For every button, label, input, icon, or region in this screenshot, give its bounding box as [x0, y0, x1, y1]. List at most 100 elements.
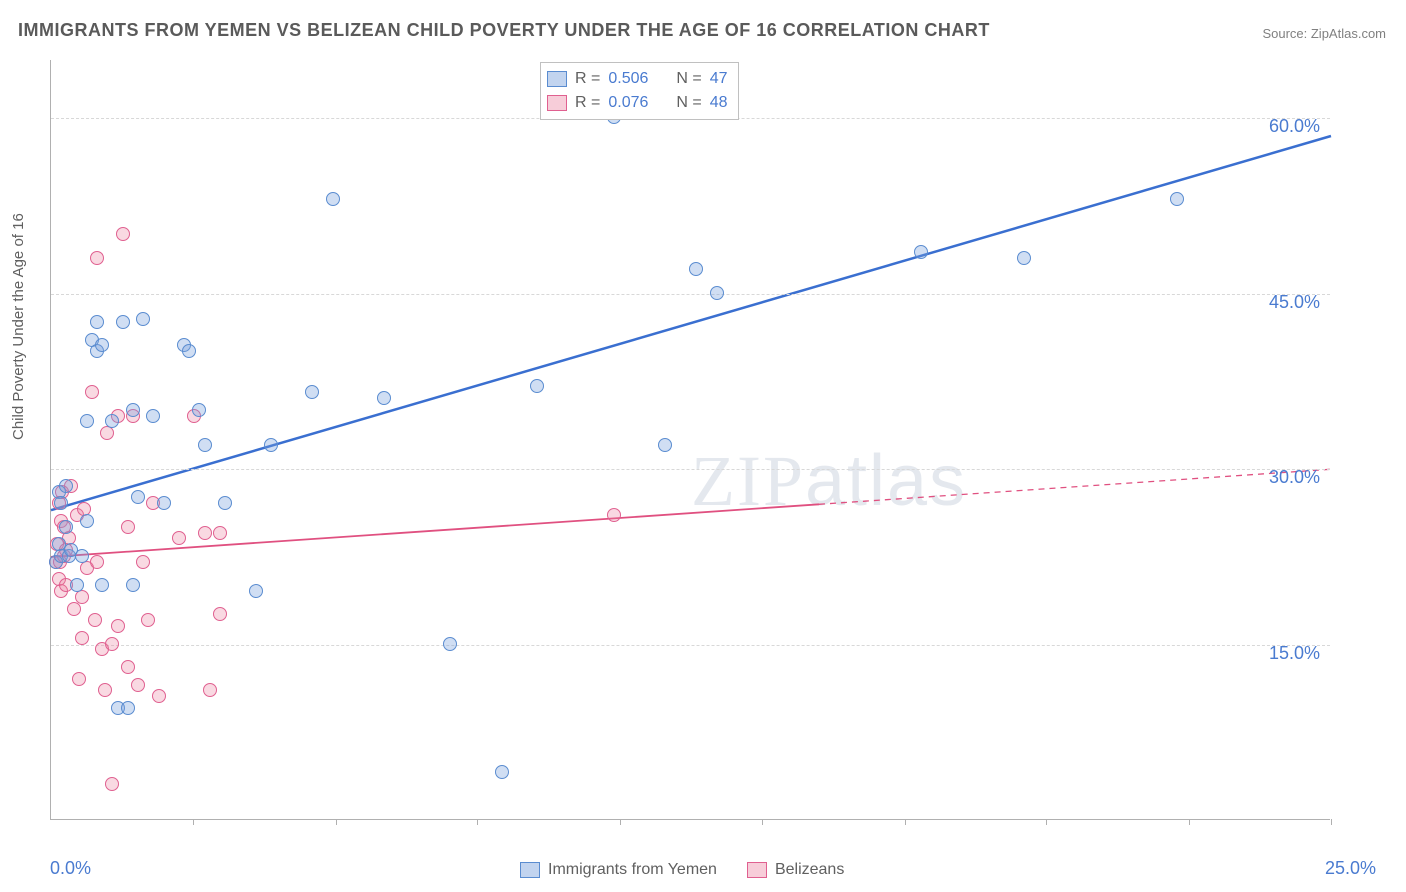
data-point — [249, 584, 263, 598]
data-point — [75, 549, 89, 563]
gridline — [51, 294, 1330, 295]
data-point — [116, 227, 130, 241]
data-point — [136, 312, 150, 326]
legend-item-belize: Belizeans — [747, 861, 844, 879]
r-value-yemen: 0.506 — [608, 70, 648, 88]
data-point — [85, 385, 99, 399]
data-point — [218, 496, 232, 510]
data-point — [198, 526, 212, 540]
data-point — [90, 315, 104, 329]
data-point — [326, 192, 340, 206]
data-point — [607, 508, 621, 522]
data-point — [182, 344, 196, 358]
data-point — [203, 683, 217, 697]
data-point — [88, 613, 102, 627]
data-point — [111, 619, 125, 633]
trend-lines — [51, 60, 1331, 820]
data-point — [136, 555, 150, 569]
r-value-belize: 0.076 — [608, 94, 648, 112]
data-point — [305, 385, 319, 399]
x-tick — [477, 819, 478, 825]
n-label: N = — [676, 70, 701, 88]
n-value-belize: 48 — [710, 94, 728, 112]
x-tick — [1046, 819, 1047, 825]
data-point — [70, 578, 84, 592]
data-point — [95, 578, 109, 592]
trend-line — [819, 469, 1331, 504]
data-point — [131, 678, 145, 692]
plot-area: ZIPatlas 15.0%30.0%45.0%60.0% — [50, 60, 1330, 820]
x-tick — [336, 819, 337, 825]
data-point — [126, 403, 140, 417]
series-legend: Immigrants from Yemen Belizeans — [520, 861, 844, 879]
data-point — [72, 672, 86, 686]
data-point — [75, 631, 89, 645]
x-axis-max: 25.0% — [1325, 858, 1376, 879]
data-point — [198, 438, 212, 452]
data-point — [192, 403, 206, 417]
legend-row-yemen: R = 0.506 N = 47 — [547, 67, 728, 91]
legend-label-yemen: Immigrants from Yemen — [548, 861, 717, 879]
data-point — [121, 701, 135, 715]
y-tick-label: 15.0% — [1269, 643, 1320, 664]
x-tick — [905, 819, 906, 825]
legend-item-yemen: Immigrants from Yemen — [520, 861, 717, 879]
data-point — [59, 520, 73, 534]
data-point — [126, 578, 140, 592]
x-tick — [193, 819, 194, 825]
n-label: N = — [676, 94, 701, 112]
data-point — [689, 262, 703, 276]
y-tick-label: 45.0% — [1269, 292, 1320, 313]
swatch-pink-icon — [547, 95, 567, 111]
data-point — [264, 438, 278, 452]
correlation-legend: R = 0.506 N = 47 R = 0.076 N = 48 — [540, 62, 739, 120]
data-point — [121, 520, 135, 534]
data-point — [914, 245, 928, 259]
legend-row-belize: R = 0.076 N = 48 — [547, 91, 728, 115]
source-label: Source: ZipAtlas.com — [1262, 26, 1386, 41]
swatch-blue-icon — [547, 71, 567, 87]
data-point — [116, 315, 130, 329]
data-point — [90, 555, 104, 569]
data-point — [1017, 251, 1031, 265]
data-point — [157, 496, 171, 510]
x-tick — [762, 819, 763, 825]
x-tick — [1189, 819, 1190, 825]
data-point — [152, 689, 166, 703]
data-point — [105, 414, 119, 428]
trend-line — [51, 136, 1331, 510]
data-point — [443, 637, 457, 651]
data-point — [95, 338, 109, 352]
n-value-yemen: 47 — [710, 70, 728, 88]
data-point — [146, 409, 160, 423]
legend-label-belize: Belizeans — [775, 861, 844, 879]
x-axis-min: 0.0% — [50, 858, 91, 879]
data-point — [213, 526, 227, 540]
y-axis-label: Child Poverty Under the Age of 16 — [10, 213, 27, 440]
r-label: R = — [575, 70, 600, 88]
data-point — [54, 496, 68, 510]
data-point — [530, 379, 544, 393]
data-point — [105, 777, 119, 791]
swatch-pink-icon — [747, 862, 767, 878]
data-point — [80, 414, 94, 428]
data-point — [67, 602, 81, 616]
data-point — [90, 251, 104, 265]
chart-title: IMMIGRANTS FROM YEMEN VS BELIZEAN CHILD … — [18, 20, 990, 41]
data-point — [213, 607, 227, 621]
data-point — [658, 438, 672, 452]
data-point — [121, 660, 135, 674]
data-point — [172, 531, 186, 545]
x-tick — [1331, 819, 1332, 825]
data-point — [105, 637, 119, 651]
y-tick-label: 60.0% — [1269, 116, 1320, 137]
swatch-blue-icon — [520, 862, 540, 878]
data-point — [141, 613, 155, 627]
gridline — [51, 469, 1330, 470]
data-point — [710, 286, 724, 300]
gridline — [51, 645, 1330, 646]
data-point — [80, 514, 94, 528]
data-point — [59, 479, 73, 493]
data-point — [377, 391, 391, 405]
data-point — [131, 490, 145, 504]
